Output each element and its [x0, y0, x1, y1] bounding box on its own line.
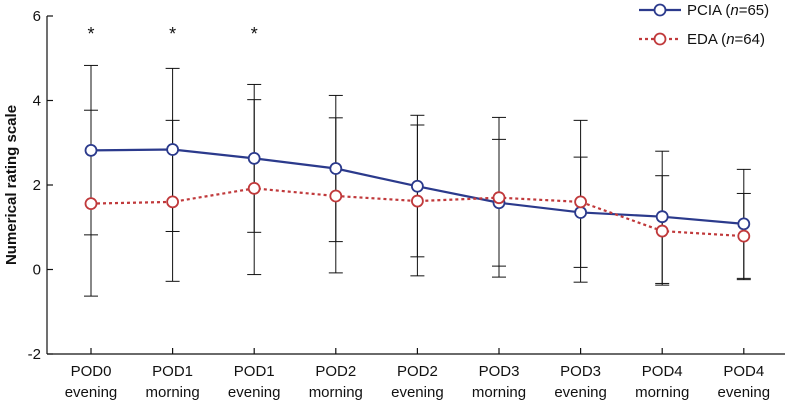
- data-point-eda: [166, 195, 180, 209]
- data-point-eda: [247, 181, 261, 195]
- legend-marker-pcia: [653, 3, 667, 17]
- data-point-pcia: [737, 217, 751, 231]
- x-tick-label-sub: morning: [145, 384, 199, 401]
- significance-markers: * * *: [87, 24, 257, 44]
- series-line-eda: [90, 187, 744, 238]
- data-point-pcia: [655, 210, 669, 224]
- legend: PCIA (n=65) EDA (n=64): [639, 2, 769, 48]
- y-tick-label: -2: [28, 346, 41, 363]
- data-point-eda: [84, 197, 98, 210]
- axes: -2 0 2 4 6 POD0 evening POD1 morning POD1 evening P…: [28, 8, 785, 401]
- x-tick-label-sub: evening: [65, 384, 118, 401]
- x-tick-label-sub: evening: [718, 384, 771, 401]
- data-point-pcia: [166, 143, 180, 156]
- data-point-eda: [737, 229, 751, 243]
- x-tick-label: POD4: [642, 363, 683, 380]
- y-tick-label: 6: [33, 8, 41, 25]
- data-point-pcia: [329, 162, 343, 175]
- x-tick-label: POD1: [152, 363, 193, 380]
- y-tick-label: 4: [33, 93, 41, 110]
- legend-marker-eda: [653, 32, 667, 46]
- x-tick-label-sub: evening: [391, 384, 444, 401]
- x-tick-label-sub: morning: [472, 384, 526, 401]
- y-tick-label: 2: [33, 177, 41, 194]
- x-tick-label-sub: morning: [635, 384, 689, 401]
- y-tick-label: 0: [33, 262, 41, 279]
- data-point-eda: [655, 224, 669, 238]
- significance-star: *: [251, 24, 258, 44]
- legend-label-pcia: PCIA (n=65): [687, 2, 769, 19]
- x-tick-label-sub: evening: [228, 384, 281, 401]
- data-point-eda: [574, 195, 587, 209]
- significance-star: *: [169, 24, 176, 44]
- x-tick-label: POD2: [315, 363, 356, 380]
- x-tick-label: POD2: [397, 363, 438, 380]
- data-point-pcia: [84, 143, 98, 157]
- data-point-pcia: [574, 206, 587, 219]
- data-point-eda: [492, 191, 506, 205]
- data-point-pcia: [410, 179, 424, 193]
- x-tick-label: POD3: [479, 363, 520, 380]
- x-tick-label-sub: morning: [309, 384, 363, 401]
- legend-label-eda: EDA (n=64): [687, 31, 765, 48]
- data-point-pcia: [247, 151, 261, 165]
- x-tick-label: POD4: [723, 363, 764, 380]
- y-axis-label: Numerical rating scale: [3, 105, 20, 265]
- x-tick-label: POD3: [560, 363, 601, 380]
- x-tick-label: POD0: [71, 363, 112, 380]
- x-tick-label: POD1: [234, 363, 275, 380]
- data-point-eda: [410, 194, 424, 208]
- significance-star: *: [87, 24, 94, 44]
- data-point-eda: [329, 189, 343, 203]
- series-markers: [84, 143, 751, 243]
- x-tick-label-sub: evening: [554, 384, 607, 401]
